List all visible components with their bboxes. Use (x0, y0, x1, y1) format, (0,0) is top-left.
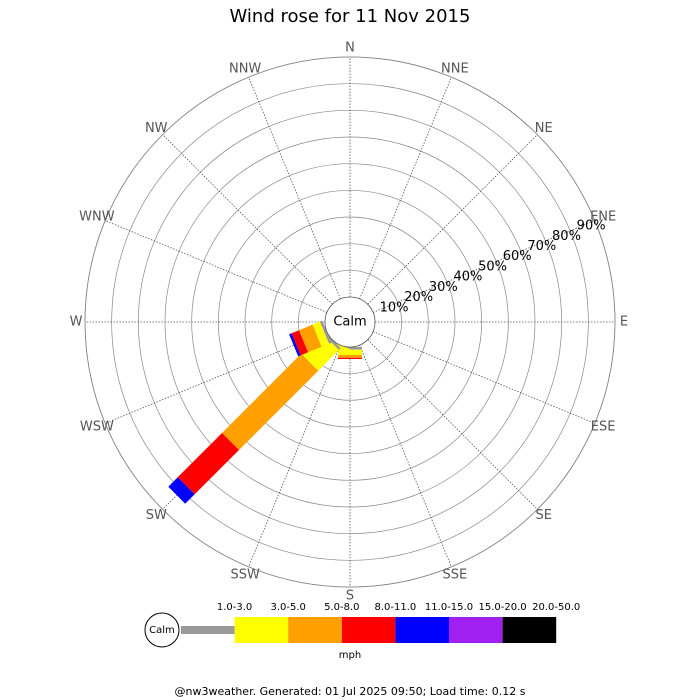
legend-calm-label: Calm (149, 625, 175, 636)
bar-segment (312, 321, 329, 347)
r-tick-label: 20% (404, 290, 433, 305)
bar-segment (298, 324, 322, 353)
grid-ring (271, 243, 429, 401)
bar-segment (177, 433, 239, 495)
direction-label: W (70, 315, 83, 330)
direction-label: SSW (230, 568, 260, 583)
spoke (367, 134, 538, 305)
bar-segment (291, 330, 309, 356)
direction-label: WNW (79, 210, 115, 225)
spoke (162, 134, 333, 305)
legend-swatch (395, 617, 449, 643)
r-tick-label: 70% (527, 239, 556, 254)
r-tick-label: 30% (429, 280, 458, 295)
legend-swatch (502, 617, 557, 643)
direction-label: NNW (229, 61, 261, 76)
grid-ring (297, 269, 403, 375)
spoke (372, 331, 595, 424)
grid-ring (244, 216, 456, 428)
spoke (105, 220, 328, 313)
bar-segment (222, 353, 319, 450)
grid-ring (217, 189, 483, 455)
legend-label: 8.0-11.0 (375, 602, 417, 613)
legend-label: 1.0-3.0 (217, 602, 252, 613)
direction-label: NW (145, 121, 168, 136)
r-tick-label: 40% (453, 270, 482, 285)
legend-swatch (234, 617, 289, 643)
direction-label: N (345, 41, 355, 56)
spoke (105, 331, 328, 424)
legend-label: 3.0-5.0 (270, 602, 305, 613)
direction-label: WSW (80, 419, 114, 434)
chart-title: Wind rose for 11 Nov 2015 (230, 6, 471, 27)
direction-label: NE (535, 121, 553, 136)
legend-swatch (449, 617, 503, 643)
bar-segment (338, 357, 362, 359)
direction-label: S (346, 589, 354, 604)
legend-swatch (288, 617, 342, 643)
legend-label: 5.0-8.0 (324, 602, 359, 613)
direction-label: ENE (590, 210, 616, 225)
direction-label: ESE (591, 419, 616, 434)
footer: @nw3weather. Generated: 01 Jul 2025 09:5… (175, 685, 526, 698)
legend-label: 20.0-50.0 (532, 602, 580, 613)
legend-swatch (341, 617, 396, 643)
direction-label: SE (536, 508, 552, 523)
spoke (372, 220, 595, 313)
grid-ring (84, 56, 616, 588)
spoke (359, 344, 452, 567)
bar-segment (289, 333, 301, 357)
r-tick-label: 60% (503, 249, 532, 264)
spoke (367, 339, 538, 510)
legend-units: mph (339, 650, 361, 661)
bar-segment (319, 320, 332, 344)
calm-label: Calm (333, 315, 366, 330)
direction-label: SSE (442, 568, 467, 583)
spoke (248, 77, 341, 300)
r-tick-label: 90% (577, 219, 606, 234)
legend-swatch (181, 626, 235, 634)
bar-segment (338, 355, 362, 358)
r-tick-label: 10% (380, 300, 409, 315)
legend-label: 15.0-20.0 (479, 602, 527, 613)
legend-calm-circle (144, 612, 180, 648)
r-tick-label: 50% (478, 259, 507, 274)
spoke (359, 77, 452, 300)
spoke (248, 344, 341, 567)
legend-label: 11.0-15.0 (425, 602, 473, 613)
r-tick-label: 80% (552, 229, 581, 244)
bar-segment (168, 477, 195, 504)
direction-label: NNE (441, 61, 469, 76)
direction-label: SW (146, 508, 167, 523)
calm-circle (324, 296, 376, 348)
direction-label: E (620, 315, 628, 330)
